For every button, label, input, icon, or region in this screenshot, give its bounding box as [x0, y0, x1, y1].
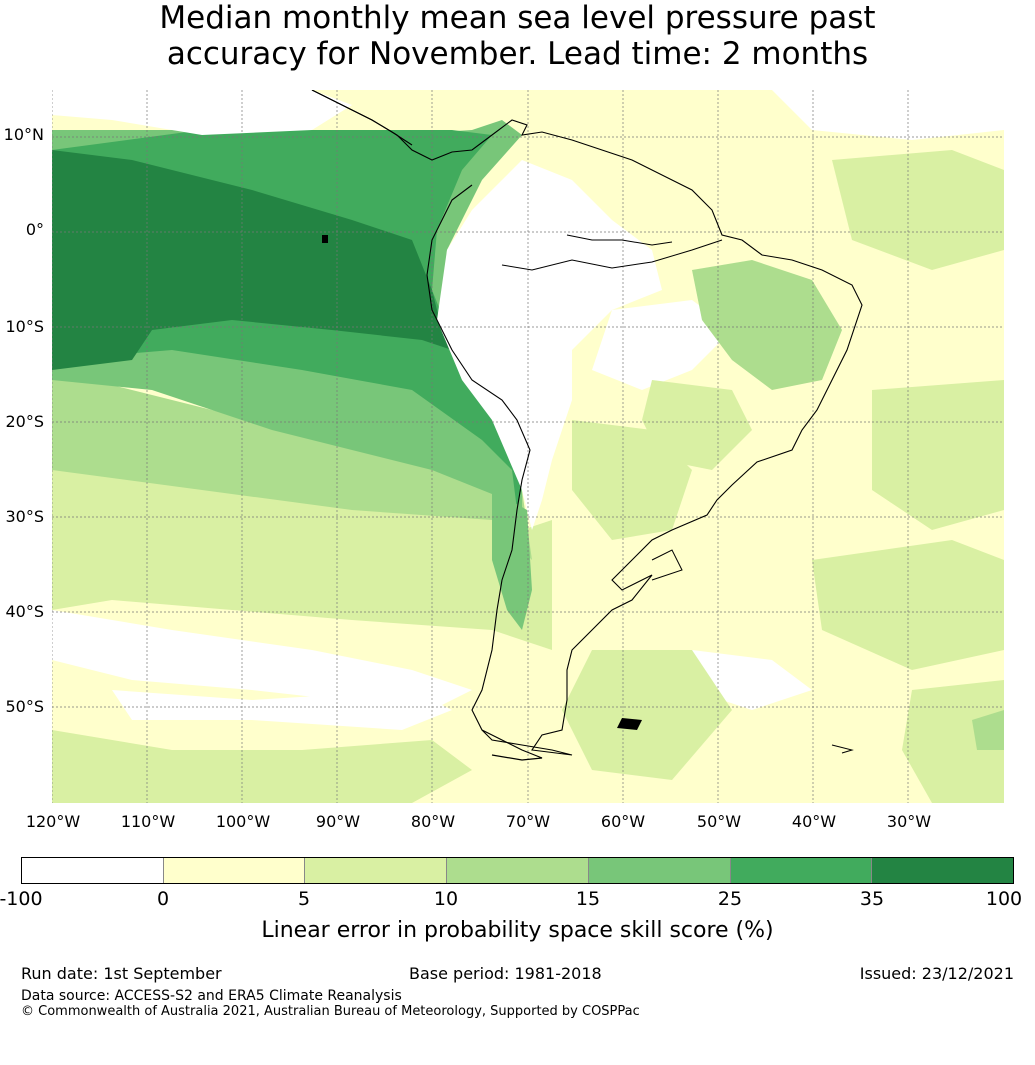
atlantic-blotch-10b: [872, 380, 1004, 530]
lon-tick-110w: 110°W: [120, 812, 176, 831]
land-blotch-10b: [572, 420, 692, 540]
colorbar-segment-2: [162, 858, 305, 883]
colorbar-label: Linear error in probability space skill …: [261, 918, 774, 943]
patch-neg-north-atlantic: [772, 90, 1004, 140]
colorbar: [21, 857, 1014, 884]
colorbar-segment-7: [871, 858, 1014, 883]
title-line-2: accuracy for November. Lead time: 2 mont…: [166, 36, 869, 72]
patch-neg-north: [52, 90, 352, 135]
pacific-band-15: [52, 370, 532, 560]
pacific-band-100: [52, 150, 452, 370]
map-title: Median monthly mean sea level pressure p…: [0, 0, 1035, 72]
lon-tick-60w: 60°W: [600, 812, 646, 831]
copyright: © Commonwealth of Australia 2021, Austra…: [21, 1004, 640, 1019]
patch-neg-andes: [437, 160, 662, 530]
lat-tick-10s: 10°S: [5, 317, 44, 336]
lon-tick-30w: 30°W: [886, 812, 932, 831]
river-amazon-2: [566, 234, 673, 246]
lon-tick-70w: 70°W: [505, 812, 551, 831]
issued-date: Issued: 23/12/2021: [859, 964, 1014, 983]
tierra-del-fuego: [481, 729, 543, 761]
colorbar-tick-25: 25: [717, 888, 743, 910]
lat-tick-40s: 40°S: [5, 602, 44, 621]
lon-tick-100w: 100°W: [215, 812, 271, 831]
colorbar-tick-100: 100: [985, 888, 1023, 910]
falkland-islands: [617, 718, 642, 730]
atlantic-blotch-10c: [812, 540, 1004, 670]
lon-tick-120w: 120°W: [25, 812, 81, 831]
lat-tick-20s: 20°S: [5, 412, 44, 431]
lon-tick-90w: 90°W: [315, 812, 361, 831]
patch-neg-south-pacific-2: [112, 690, 452, 730]
coastline-central-america: [311, 90, 413, 146]
atlantic-blotch-15b: [972, 710, 1004, 750]
base-period: Base period: 1981-2018: [409, 964, 602, 983]
west-blotch-10: [52, 730, 472, 803]
colorbar-tick-neg100: -100: [0, 888, 43, 910]
river-amazon: [501, 239, 723, 271]
lat-tick-10n: 10°N: [3, 125, 44, 144]
lat-tick-30s: 30°S: [5, 507, 44, 526]
colorbar-segment-3: [304, 858, 447, 883]
lat-tick-0: 0°: [25, 220, 44, 239]
colorbar-tick-15: 15: [575, 888, 601, 910]
data-source: Data source: ACCESS-S2 and ERA5 Climate …: [21, 988, 402, 1004]
colorbar-segment-4: [446, 858, 588, 883]
galapagos-islands: [322, 235, 328, 243]
colorbar-segment-5: [587, 858, 730, 883]
map-svg: [52, 90, 1004, 803]
colorbar-tick-35: 35: [859, 888, 885, 910]
land-blotch-15a: [692, 260, 842, 390]
lon-tick-80w: 80°W: [410, 812, 456, 831]
run-date: Run date: 1st September: [21, 964, 222, 983]
title-line-1: Median monthly mean sea level pressure p…: [159, 0, 876, 36]
patch-neg-south-pacific: [52, 610, 472, 710]
colorbar-tick-10: 10: [433, 888, 459, 910]
skill-score-map: [52, 90, 1004, 803]
south-georgia: [831, 744, 854, 754]
coastline-south-america: [311, 90, 863, 756]
gridlines: [52, 90, 1004, 803]
atlantic-blotch-10d: [562, 650, 732, 780]
colorbar-segment-1: [22, 858, 163, 883]
colorbar-tick-0: 0: [156, 888, 170, 910]
lon-tick-50w: 50°W: [696, 812, 742, 831]
atlantic-blotch-10e: [902, 680, 1004, 803]
atlantic-blotch-10a: [832, 150, 1004, 270]
lon-tick-40w: 40°W: [791, 812, 837, 831]
coastal-band-15: [492, 490, 532, 630]
patch-neg-amazon: [592, 300, 732, 390]
lat-tick-50s: 50°S: [5, 697, 44, 716]
river-plate: [651, 549, 683, 581]
colorbar-tick-5: 5: [297, 888, 311, 910]
colorbar-segment-6: [729, 858, 872, 883]
